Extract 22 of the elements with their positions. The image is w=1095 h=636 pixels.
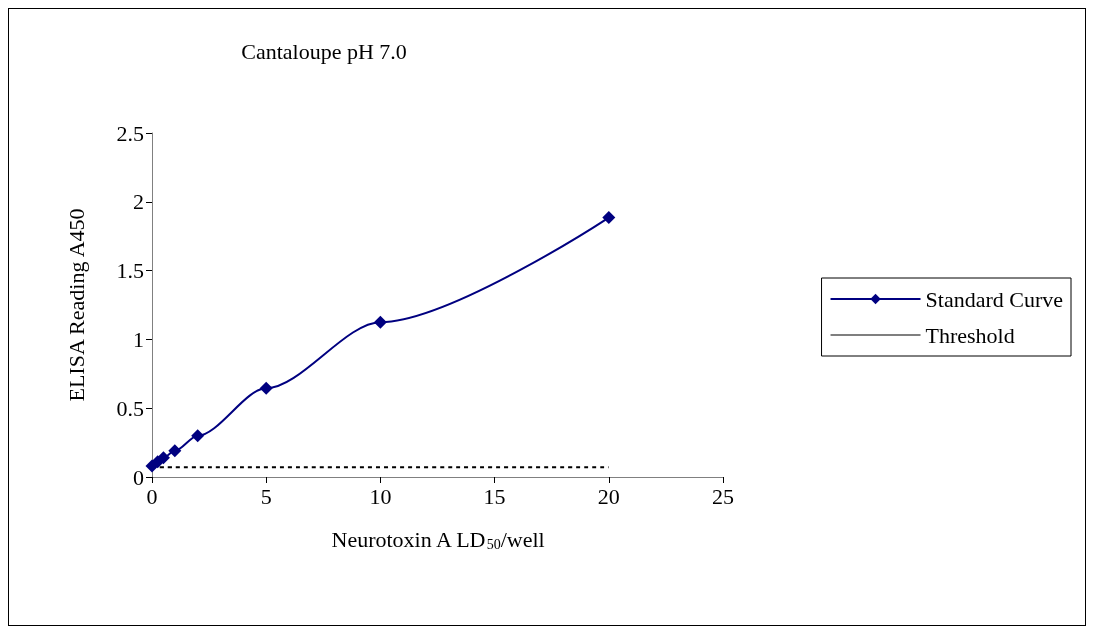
point bbox=[168, 444, 182, 458]
y-tick-label: 1.5 bbox=[116, 258, 144, 284]
point bbox=[191, 429, 205, 443]
point bbox=[373, 315, 387, 329]
y-tick-label: 2 bbox=[133, 189, 144, 215]
chart-title: Cantaloupe pH 7.0 bbox=[241, 38, 407, 64]
x-tick-label: 25 bbox=[712, 483, 734, 509]
y-tick-label: 0.5 bbox=[116, 395, 144, 421]
y-tick-label: 0 bbox=[133, 464, 144, 490]
x-tick-label: 20 bbox=[597, 483, 620, 509]
y-axis-title: ELISA Reading A450 bbox=[63, 208, 89, 402]
x-axis-title: Neurotoxin A LD50/well bbox=[331, 526, 545, 552]
legend-label: Threshold bbox=[925, 322, 1015, 348]
y-tick-label: 2.5 bbox=[116, 120, 144, 146]
y-tick-label: 1 bbox=[133, 326, 144, 352]
point bbox=[259, 381, 273, 395]
legend-label: Standard Curve bbox=[925, 286, 1063, 312]
x-tick-label: 15 bbox=[483, 483, 506, 509]
x-tick-label: 10 bbox=[369, 483, 392, 509]
point bbox=[156, 451, 170, 465]
x-tick-label: 5 bbox=[260, 483, 272, 509]
point bbox=[602, 211, 616, 225]
